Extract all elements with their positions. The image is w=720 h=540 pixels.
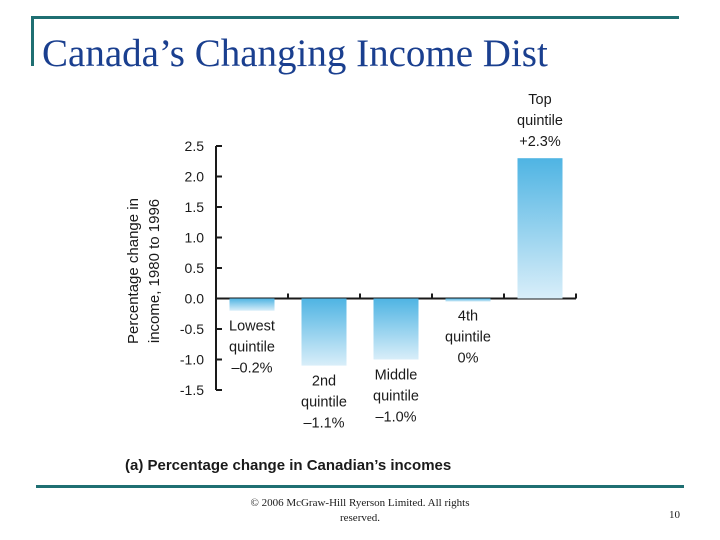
category-label: Middle xyxy=(375,368,418,384)
category-label: –1.1% xyxy=(303,416,344,432)
y-tick-label: 1.5 xyxy=(185,199,205,215)
category-label: quintile xyxy=(517,113,563,129)
frame-bottom-rule xyxy=(36,485,684,488)
copyright-footer: © 2006 McGraw-Hill Ryerson Limited. All … xyxy=(250,497,470,524)
y-axis-label-line: income, 1980 to 1996 xyxy=(146,199,163,343)
category-label: –1.0% xyxy=(375,410,416,426)
category-label: 4th xyxy=(458,309,478,325)
category-label: +2.3% xyxy=(519,134,561,150)
bar xyxy=(229,298,275,311)
category-label: quintile xyxy=(301,395,347,411)
y-axis-label-line: Percentage change in xyxy=(125,198,142,344)
page-number: 10 xyxy=(669,509,680,521)
y-tick-label: 2.0 xyxy=(185,169,205,185)
slide-title: Canada’s Changing Income Dist xyxy=(42,32,548,75)
category-label: 2nd xyxy=(312,374,336,390)
category-label: quintile xyxy=(373,389,419,405)
category-label: Top xyxy=(528,92,551,108)
y-tick-label: 0.5 xyxy=(185,260,205,276)
bar xyxy=(517,158,563,299)
frame-top-rule xyxy=(31,16,679,19)
y-tick-label: -1.5 xyxy=(180,382,204,398)
category-label: Lowest xyxy=(229,319,275,335)
bar xyxy=(373,298,419,360)
category-label: quintile xyxy=(445,330,491,346)
y-tick-label: 2.5 xyxy=(185,138,205,154)
category-label: –0.2% xyxy=(231,361,272,377)
chart-title: (a) Percentage change in Canadian’s inco… xyxy=(125,457,451,474)
y-axis-label: Percentage change in income, 1980 to 1996 xyxy=(125,198,163,344)
category-label: quintile xyxy=(229,340,275,356)
bar xyxy=(301,298,347,366)
category-label: 0% xyxy=(458,351,479,367)
frame-left-rule xyxy=(31,16,34,66)
bar xyxy=(445,298,491,302)
y-tick-label: -0.5 xyxy=(180,321,204,337)
y-tick-label: 0.0 xyxy=(185,291,205,307)
y-tick-label: -1.0 xyxy=(180,352,204,368)
y-tick-label: 1.0 xyxy=(185,230,205,246)
